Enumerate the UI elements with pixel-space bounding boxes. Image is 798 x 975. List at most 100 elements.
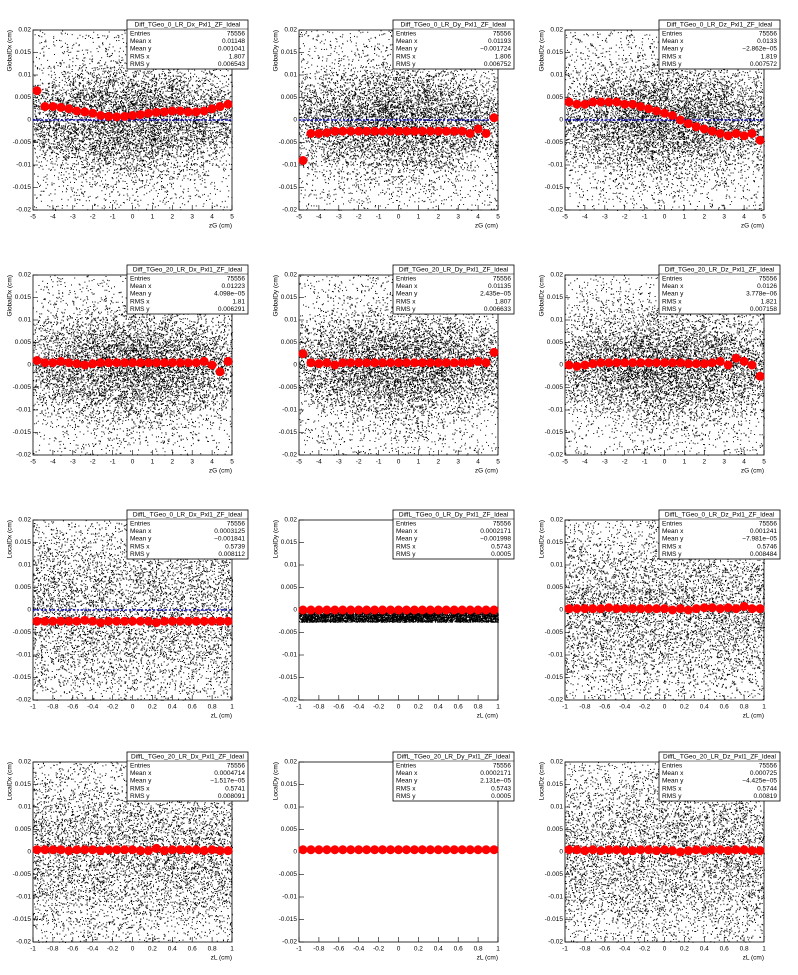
profile-point xyxy=(572,99,582,109)
profile-point xyxy=(660,845,669,855)
profile-point xyxy=(652,358,662,368)
x-tick-label: -0.6 xyxy=(67,946,79,953)
x-tick-label: 5 xyxy=(230,214,234,221)
x-axis-label: zL (cm) xyxy=(743,713,764,720)
profile-point xyxy=(207,845,217,855)
stats-label: Mean x xyxy=(396,528,418,535)
y-tick-label: -0.005 xyxy=(13,629,32,636)
x-tick-label: -0.6 xyxy=(333,704,345,711)
stats-value: −0.001998 xyxy=(480,536,511,543)
x-tick-label: 4 xyxy=(210,459,214,466)
profile-point xyxy=(473,845,483,855)
x-tick-label: 5 xyxy=(496,214,500,221)
profile-point xyxy=(112,845,122,855)
y-tick-label: -0.015 xyxy=(13,916,32,923)
x-tick-label: 5 xyxy=(762,214,766,221)
y-tick-label: 0.02 xyxy=(284,517,297,524)
y-tick-label: 0.01 xyxy=(284,317,297,324)
y-tick-label: -0.01 xyxy=(16,407,31,414)
profile-point xyxy=(56,102,66,112)
y-axis-label: LocalDx (cm) xyxy=(7,762,14,800)
profile-point xyxy=(715,845,725,855)
x-tick-label: -0.4 xyxy=(353,704,365,711)
y-tick-label: -0.015 xyxy=(545,674,564,681)
profile-point xyxy=(433,358,443,368)
profile-point xyxy=(489,347,499,357)
x-tick-label: 2 xyxy=(702,459,706,466)
stats-box xyxy=(392,19,515,70)
profile-point xyxy=(715,356,725,366)
profile-point xyxy=(386,605,396,615)
stats-title: Diff_TGeo_0_LR_Dy_Pxl1_ZF_Ideal xyxy=(401,22,507,29)
stats-label: Mean x xyxy=(396,770,418,777)
profile-point xyxy=(314,359,324,369)
profile-point xyxy=(159,846,169,856)
x-tick-label: -4 xyxy=(50,214,56,221)
stats-value: 0.007572 xyxy=(750,61,777,68)
y-tick-label: 0.015 xyxy=(547,781,564,788)
profile-point xyxy=(191,107,201,117)
stats-label: Entries xyxy=(662,521,683,528)
profile-point xyxy=(683,605,693,615)
x-tick-label: 0 xyxy=(397,214,401,221)
profile-point xyxy=(465,129,475,138)
profile-point xyxy=(96,111,106,120)
profile-point xyxy=(175,616,185,626)
stats-value: 0.0004714 xyxy=(214,770,245,777)
y-tick-label: 0.005 xyxy=(547,339,564,346)
profile-point xyxy=(135,358,145,368)
x-tick-label: -0.8 xyxy=(313,946,325,953)
profile-point xyxy=(667,111,677,120)
panel: -1 -0.8 -0.6 -0.4 -0.2 0 0.2 0.4 0.6 0.8 1 -0.02 -0.… xyxy=(273,751,515,962)
y-tick-label: -0.005 xyxy=(279,139,298,146)
profile-point xyxy=(151,358,161,368)
y-tick-label: 0.015 xyxy=(547,539,564,546)
profile-point xyxy=(723,846,733,856)
y-tick-label: 0.015 xyxy=(281,294,298,301)
stats-label: RMS y xyxy=(396,793,416,800)
profile-point xyxy=(739,356,749,366)
x-tick-label: 0.6 xyxy=(454,946,463,953)
profile-point xyxy=(96,618,106,628)
stats-box xyxy=(392,751,515,802)
stats-label: RMS y xyxy=(662,793,682,800)
stats-value: 0.001041 xyxy=(218,46,245,53)
profile-point xyxy=(675,604,685,614)
profile-point xyxy=(723,360,733,370)
profile-point xyxy=(588,97,598,107)
stats-label: RMS y xyxy=(662,306,682,313)
y-tick-label: -0.005 xyxy=(13,871,32,878)
y-axis-label: LocalDy (cm) xyxy=(273,520,280,558)
stats-value: 0.01148 xyxy=(222,38,245,45)
x-tick-label: 2 xyxy=(170,214,174,221)
profile-point xyxy=(441,358,451,368)
stats-value: 75556 xyxy=(493,31,511,38)
x-tick-label: -2 xyxy=(356,214,362,221)
stats-label: RMS y xyxy=(662,61,682,68)
panel: -1 -0.8 -0.6 -0.4 -0.2 0 0.2 0.4 0.6 0.8 1 -0.02 -0.… xyxy=(7,509,249,720)
stats-value: 0.001241 xyxy=(750,528,777,535)
y-tick-label: -0.005 xyxy=(545,139,564,146)
profile-point xyxy=(652,106,662,116)
profile-point xyxy=(636,604,646,614)
profile-point xyxy=(378,358,388,368)
profile-point xyxy=(652,846,662,856)
y-tick-label: 0.01 xyxy=(284,562,297,569)
y-tick-label: 0.01 xyxy=(18,72,31,79)
stats-value: 0.01135 xyxy=(488,283,511,290)
profile-point xyxy=(588,845,598,855)
y-tick-label: 0.015 xyxy=(281,539,298,546)
stats-value: 75556 xyxy=(493,521,511,528)
profile-point xyxy=(354,845,364,855)
stats-value: 2.435e−05 xyxy=(480,291,511,298)
x-tick-label: 0.2 xyxy=(680,704,689,711)
x-tick-label: -4 xyxy=(316,459,322,466)
profile-point xyxy=(580,604,590,614)
profile-point xyxy=(731,845,741,855)
stats-label: RMS y xyxy=(396,306,416,313)
profile-point xyxy=(620,99,630,109)
x-tick-label: -5 xyxy=(562,214,568,221)
x-tick-label: 1 xyxy=(230,946,234,953)
stats-label: Mean y xyxy=(662,778,684,785)
